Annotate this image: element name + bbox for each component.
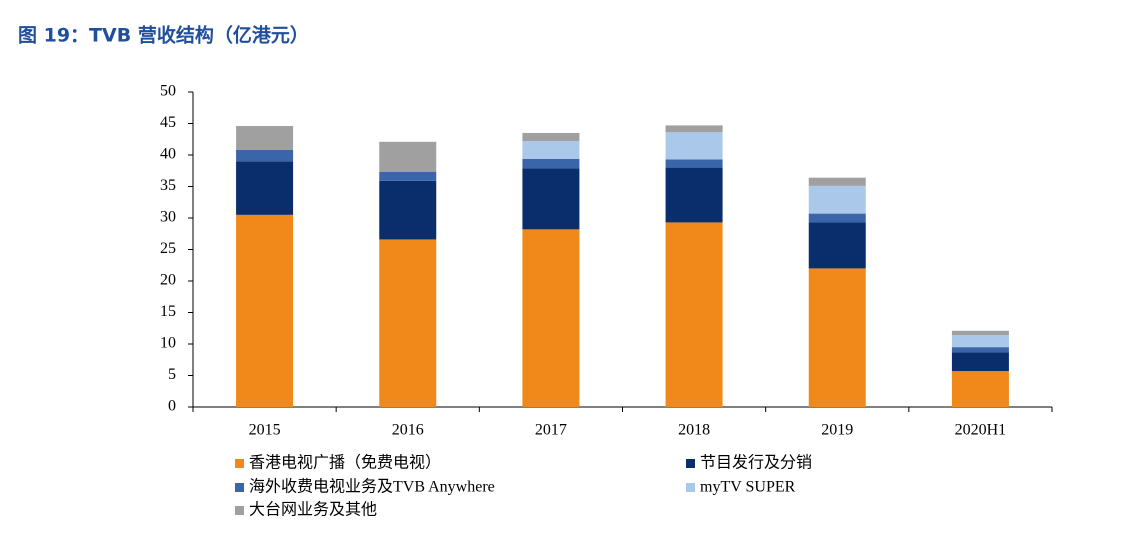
x-tick-label: 2017 xyxy=(535,422,567,439)
legend-swatch xyxy=(686,459,695,468)
y-tick-label: 5 xyxy=(168,366,176,383)
bar-segment xyxy=(951,335,1009,348)
bar-segment xyxy=(236,214,294,407)
bar-segment xyxy=(665,222,723,407)
bar-segment xyxy=(951,371,1009,407)
legend-label: 香港电视广播（免费电视） xyxy=(249,454,441,472)
y-tick-label: 0 xyxy=(168,398,176,415)
bar-segment xyxy=(665,125,723,133)
bar-segment xyxy=(665,132,723,160)
y-tick-label: 10 xyxy=(160,335,176,352)
bar-segment xyxy=(808,222,866,269)
bar-segment xyxy=(379,172,437,181)
bar-segment xyxy=(379,239,437,407)
y-tick-label: 15 xyxy=(160,303,176,320)
bar-segment xyxy=(236,126,294,150)
bar-segment xyxy=(522,141,580,159)
legend-swatch xyxy=(686,483,695,492)
bar-segment xyxy=(951,347,1009,353)
y-tick-label: 30 xyxy=(160,209,176,226)
bar-segment xyxy=(379,180,437,240)
bar-segment xyxy=(379,141,437,173)
bar-segment xyxy=(522,132,580,142)
bar-segment xyxy=(522,158,580,169)
bar-segment xyxy=(808,213,866,223)
bar-segment xyxy=(522,229,580,407)
legend-label: 大台网业务及其他 xyxy=(249,501,377,519)
x-tick-label: 2015 xyxy=(249,422,281,439)
y-tick-label: 50 xyxy=(160,83,176,100)
legend-swatch xyxy=(235,483,244,492)
y-tick-label: 35 xyxy=(160,177,176,194)
y-tick-label: 25 xyxy=(160,240,176,257)
bar-segment xyxy=(808,185,866,214)
bar-segment xyxy=(236,161,294,215)
bar-segment xyxy=(808,268,866,407)
bar-segment xyxy=(951,352,1009,372)
y-tick-label: 45 xyxy=(160,114,176,131)
legend-swatch xyxy=(235,459,244,468)
legend-label: 节目发行及分销 xyxy=(700,454,812,472)
x-tick-label: 2018 xyxy=(678,422,710,439)
legend-label: 海外收费电视业务及TVB Anywhere xyxy=(249,478,495,496)
bar-segment xyxy=(951,330,1009,336)
chart-title: 图 19：TVB 营收结构（亿港元） xyxy=(18,24,309,47)
x-tick-label: 2020H1 xyxy=(955,422,1007,439)
bar-segment xyxy=(665,167,723,223)
legend-swatch xyxy=(235,506,244,515)
y-tick-label: 40 xyxy=(160,146,176,163)
bar-segment xyxy=(808,177,866,186)
x-tick-label: 2019 xyxy=(821,422,853,439)
bar-segment xyxy=(236,149,294,162)
x-tick-label: 2016 xyxy=(392,422,424,439)
bar-segment xyxy=(522,168,580,230)
legend-label: myTV SUPER xyxy=(700,479,796,496)
y-tick-label: 20 xyxy=(160,272,176,289)
bar-segment xyxy=(665,159,723,168)
